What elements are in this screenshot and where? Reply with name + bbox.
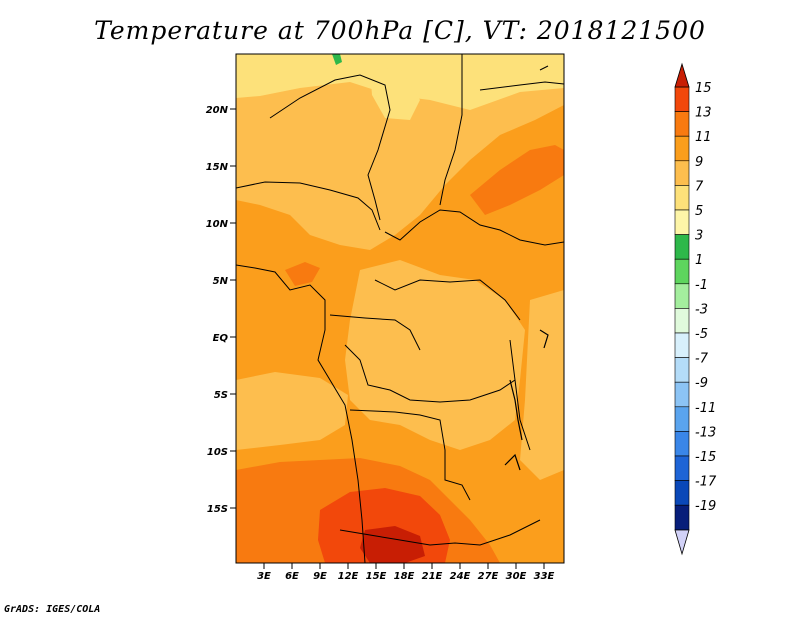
- colorbar-label: 9: [695, 155, 703, 170]
- colorbar-swatch: [674, 258, 690, 285]
- lon-label-30e: 30E: [506, 571, 527, 582]
- field-band-1-3: [332, 54, 342, 65]
- lat-label-5s: 5S: [214, 390, 228, 401]
- colorbar-swatch: [674, 480, 690, 506]
- lon-label-15e: 15E: [366, 571, 387, 582]
- colorbar-swatch: [674, 111, 690, 137]
- colorbar-label: -17: [695, 475, 717, 490]
- colorbar-label: 15: [695, 81, 712, 96]
- lon-label-33e: 33E: [534, 571, 555, 582]
- colorbar-label: 13: [695, 106, 712, 121]
- map-title: Temperature at 700hPa [C], VT: 201812150…: [94, 16, 706, 45]
- lon-label-3e: 3E: [257, 571, 271, 582]
- lon-label-24e: 24E: [450, 571, 471, 582]
- field-band-above-15: [360, 526, 425, 563]
- lat-label-10s: 10S: [207, 447, 228, 458]
- colorbar-label: -7: [695, 352, 709, 367]
- colorbar-swatch: [674, 86, 690, 112]
- lat-label-15n: 15N: [206, 162, 229, 173]
- colorbar-label: -5: [695, 327, 708, 342]
- lon-label-9e: 9E: [313, 571, 327, 582]
- colorbar-swatch: [674, 431, 690, 457]
- colorbar-label: 5: [695, 204, 703, 219]
- colorbar-bottom-arrow: [674, 529, 690, 556]
- longitude-axis: 3E 6E 9E 12E 15E 18E 21E 24E 27E 30E 33E: [257, 563, 555, 582]
- grads-credit: GrADS: IGES/COLA: [4, 604, 101, 615]
- field-band-11-13-east: [470, 145, 564, 215]
- lon-label-18e: 18E: [394, 571, 415, 582]
- map-frame: [235, 53, 565, 564]
- colorbar-label: -19: [695, 499, 716, 514]
- field-band-11-13-gulf: [285, 262, 320, 286]
- colorbar: 15 13 11 9 7 5 3 1 -1 -3 -5 -7 -9 -11 -13 -15 -17 -19: [674, 62, 717, 556]
- colorbar-swatch: [674, 135, 690, 162]
- colorbar-label: 11: [695, 130, 712, 145]
- colorbar-label: 3: [695, 229, 703, 244]
- country-borders: [236, 54, 564, 563]
- field-band-5-7-sahel: [370, 68, 420, 120]
- colorbar-top-arrow: [674, 62, 690, 88]
- lat-label-5n: 5N: [213, 276, 229, 287]
- colorbar-swatch: [674, 357, 690, 383]
- colorbar-swatch: [674, 455, 690, 481]
- colorbar-swatch: [674, 406, 690, 432]
- lat-label-eq: EQ: [213, 333, 229, 344]
- colorbar-label: -9: [695, 376, 708, 391]
- lon-label-21e: 21E: [422, 571, 443, 582]
- field-band-7-9-east: [520, 290, 564, 480]
- field-band-7-9-central: [345, 260, 525, 450]
- colorbar-swatch: [674, 234, 690, 260]
- colorbar-swatches: [674, 86, 690, 531]
- colorbar-swatch: [674, 381, 690, 408]
- colorbar-swatch: [674, 283, 690, 309]
- colorbar-label: -3: [695, 302, 708, 317]
- colorbar-label: -15: [695, 450, 716, 465]
- colorbar-swatch: [674, 504, 690, 531]
- field-band-7-9-southwest: [236, 372, 348, 450]
- colorbar-swatch: [674, 308, 690, 334]
- colorbar-label: -13: [695, 425, 716, 440]
- lat-label-20n: 20N: [206, 105, 229, 116]
- colorbar-label: 1: [695, 253, 703, 268]
- lakes: [504, 329, 549, 471]
- lat-label-10n: 10N: [206, 219, 229, 230]
- colorbar-swatch: [674, 160, 690, 186]
- colorbar-label: 7: [695, 179, 704, 194]
- colorbar-labels: 15 13 11 9 7 5 3 1 -1 -3 -5 -7 -9 -11 -13 -15 -17 -19: [695, 81, 717, 514]
- lon-label-6e: 6E: [285, 571, 299, 582]
- temperature-field: [236, 54, 564, 563]
- lon-label-27e: 27E: [478, 571, 499, 582]
- colorbar-swatch: [674, 185, 690, 211]
- latitude-axis: 20N 15N 10N 5N EQ 5S 10S 15S: [206, 105, 236, 515]
- colorbar-swatch: [674, 332, 690, 358]
- lat-label-15s: 15S: [207, 504, 228, 515]
- colorbar-label: -1: [695, 278, 708, 293]
- colorbar-label: -11: [695, 401, 716, 416]
- lon-label-12e: 12E: [338, 571, 359, 582]
- colorbar-swatch: [674, 209, 690, 235]
